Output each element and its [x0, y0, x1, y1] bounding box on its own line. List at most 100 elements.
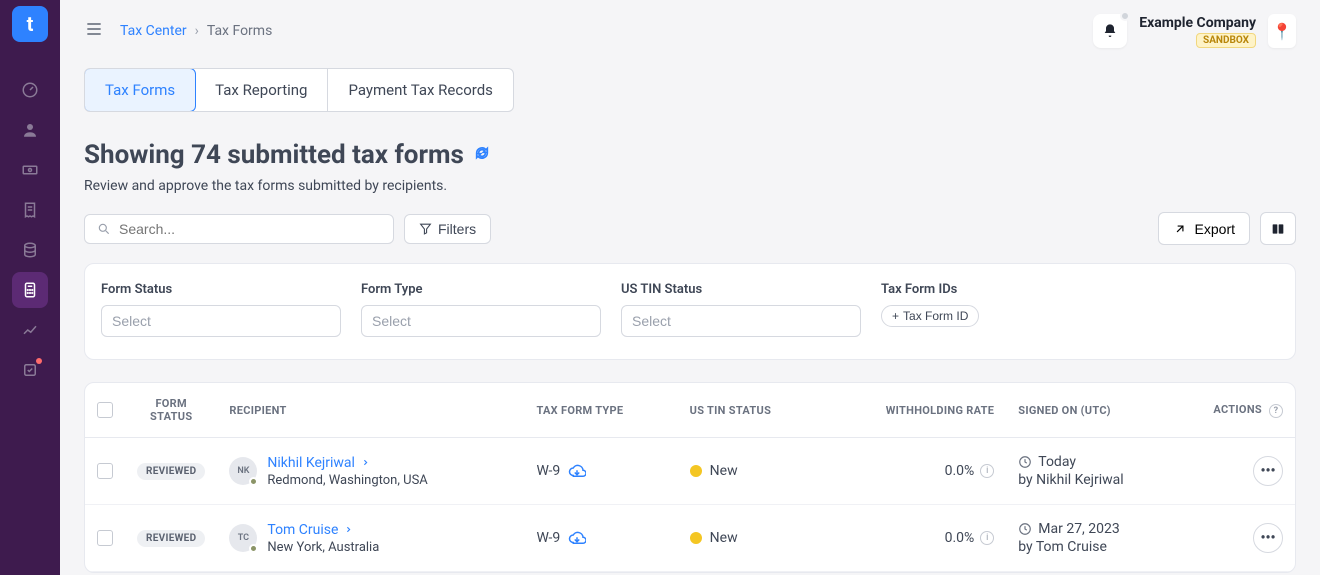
recipient-name-text: Tom Cruise	[267, 522, 338, 538]
env-badge: SANDBOX	[1196, 33, 1256, 48]
col-us-tin-status: US TIN STATUS	[678, 383, 824, 438]
table-row: REVIEWED NK Nikhil Kejriwal	[85, 438, 1295, 505]
export-label: Export	[1195, 221, 1235, 237]
row-actions-button[interactable]: •••	[1253, 523, 1283, 553]
col-tax-form-type: TAX FORM TYPE	[524, 383, 677, 438]
search-icon	[97, 222, 111, 236]
tab-payment-tax-records[interactable]: Payment Tax Records	[328, 69, 512, 111]
filter-form-type-label: Form Type	[361, 282, 601, 297]
tab-tax-forms[interactable]: Tax Forms	[84, 68, 196, 112]
calculator-icon	[21, 281, 39, 299]
withholding-rate-text: 0.0%	[945, 530, 975, 546]
info-icon[interactable]: i	[980, 531, 994, 545]
tax-forms-table: FORM STATUS RECIPIENT TAX FORM TYPE US T…	[84, 382, 1296, 573]
left-sidebar: t	[0, 0, 60, 575]
actions-help-icon[interactable]: ?	[1269, 404, 1283, 418]
info-icon[interactable]: i	[980, 464, 994, 478]
signed-by: by Nikhil Kejriwal	[1018, 472, 1173, 488]
col-form-status-l1: FORM	[137, 397, 205, 410]
bell-indicator-icon	[1120, 11, 1130, 21]
plus-icon: +	[892, 309, 899, 323]
tin-status-dot-icon	[690, 532, 702, 544]
select-all-checkbox[interactable]	[97, 402, 113, 418]
page-title: Showing 74 submitted tax forms	[84, 140, 464, 170]
recipient-link[interactable]: Nikhil Kejriwal	[267, 455, 427, 471]
bell-icon	[1102, 23, 1118, 39]
filter-us-tin-status-label: US TIN Status	[621, 282, 861, 297]
more-horizontal-icon: •••	[1260, 530, 1275, 546]
cash-icon	[21, 161, 39, 179]
export-button[interactable]: Export	[1158, 212, 1250, 245]
tabs: Tax Forms Tax Reporting Payment Tax Reco…	[84, 68, 514, 112]
refresh-button[interactable]	[474, 145, 490, 165]
refresh-icon	[474, 145, 490, 161]
row-checkbox[interactable]	[97, 530, 113, 546]
search-input[interactable]	[119, 221, 381, 237]
table-row: REVIEWED TC Tom Cruise N	[85, 505, 1295, 572]
notifications-button[interactable]	[1093, 14, 1127, 48]
menu-toggle[interactable]	[84, 19, 104, 43]
breadcrumb-parent[interactable]: Tax Center	[120, 23, 187, 39]
filter-form-type-select[interactable]: Select	[361, 305, 601, 337]
more-horizontal-icon: •••	[1260, 463, 1275, 479]
clock-icon	[1018, 522, 1032, 536]
status-badge: REVIEWED	[137, 463, 205, 480]
presence-dot-icon	[249, 477, 258, 486]
tin-status-dot-icon	[690, 465, 702, 477]
presence-dot-icon	[249, 544, 258, 553]
col-form-status-l2: STATUS	[137, 410, 205, 423]
checkbox-icon	[21, 361, 39, 379]
recipient-link[interactable]: Tom Cruise	[267, 522, 379, 538]
col-withholding-rate: WITHHOLDING RATE	[823, 383, 1006, 438]
search-box[interactable]	[84, 214, 394, 244]
gauge-icon	[21, 81, 39, 99]
add-tax-form-id-label: Tax Form ID	[903, 309, 968, 323]
nav-invoices[interactable]	[12, 192, 48, 228]
cloud-download-icon[interactable]	[568, 529, 586, 547]
hamburger-icon	[84, 19, 104, 39]
col-recipient: RECIPIENT	[217, 383, 524, 438]
avatar: TC	[229, 524, 257, 552]
recipient-name-text: Nikhil Kejriwal	[267, 455, 355, 471]
signed-by: by Tom Cruise	[1018, 539, 1173, 555]
add-tax-form-id-button[interactable]: + Tax Form ID	[881, 305, 979, 327]
account-menu[interactable]: 📍	[1268, 14, 1296, 48]
nav-payments[interactable]	[12, 152, 48, 188]
page-subtitle: Review and approve the tax forms submitt…	[84, 178, 1296, 194]
nav-profile[interactable]	[12, 112, 48, 148]
database-icon	[21, 241, 39, 259]
nav-tax-center[interactable]	[12, 272, 48, 308]
user-icon	[21, 121, 39, 139]
recipient-location: Redmond, Washington, USA	[267, 473, 427, 488]
company-name: Example Company	[1139, 15, 1256, 31]
filter-panel: Form Status Select Form Type Select US T…	[84, 263, 1296, 360]
avatar: NK	[229, 457, 257, 485]
filter-icon	[419, 222, 432, 235]
row-checkbox[interactable]	[97, 463, 113, 479]
nav-analytics[interactable]	[12, 312, 48, 348]
clock-icon	[1018, 455, 1032, 469]
row-actions-button[interactable]: •••	[1253, 456, 1283, 486]
filter-form-status-select[interactable]: Select	[101, 305, 341, 337]
tax-form-type-text: W-9	[536, 530, 560, 546]
nav-tasks[interactable]	[12, 352, 48, 388]
chart-line-icon	[21, 321, 39, 339]
breadcrumb: Tax Center › Tax Forms	[120, 23, 272, 39]
tab-tax-reporting[interactable]: Tax Reporting	[195, 69, 328, 111]
status-badge: REVIEWED	[137, 530, 205, 547]
company-block: Example Company SANDBOX	[1139, 15, 1256, 48]
recipient-location: New York, Australia	[267, 540, 379, 555]
col-actions: ACTIONS	[1213, 403, 1262, 416]
nav-dashboard[interactable]	[12, 72, 48, 108]
filter-tax-form-ids-label: Tax Form IDs	[881, 282, 1061, 297]
filter-us-tin-status-select[interactable]: Select	[621, 305, 861, 337]
nav-data[interactable]	[12, 232, 48, 268]
tin-status-text: New	[710, 530, 738, 546]
pin-icon: 📍	[1272, 22, 1292, 41]
cloud-download-icon[interactable]	[568, 462, 586, 480]
receipt-icon	[21, 201, 39, 219]
brand-logo[interactable]: t	[12, 6, 48, 42]
topbar: Tax Center › Tax Forms Example Company S…	[60, 0, 1320, 48]
filters-button[interactable]: Filters	[404, 214, 491, 244]
columns-toggle[interactable]	[1260, 212, 1296, 245]
